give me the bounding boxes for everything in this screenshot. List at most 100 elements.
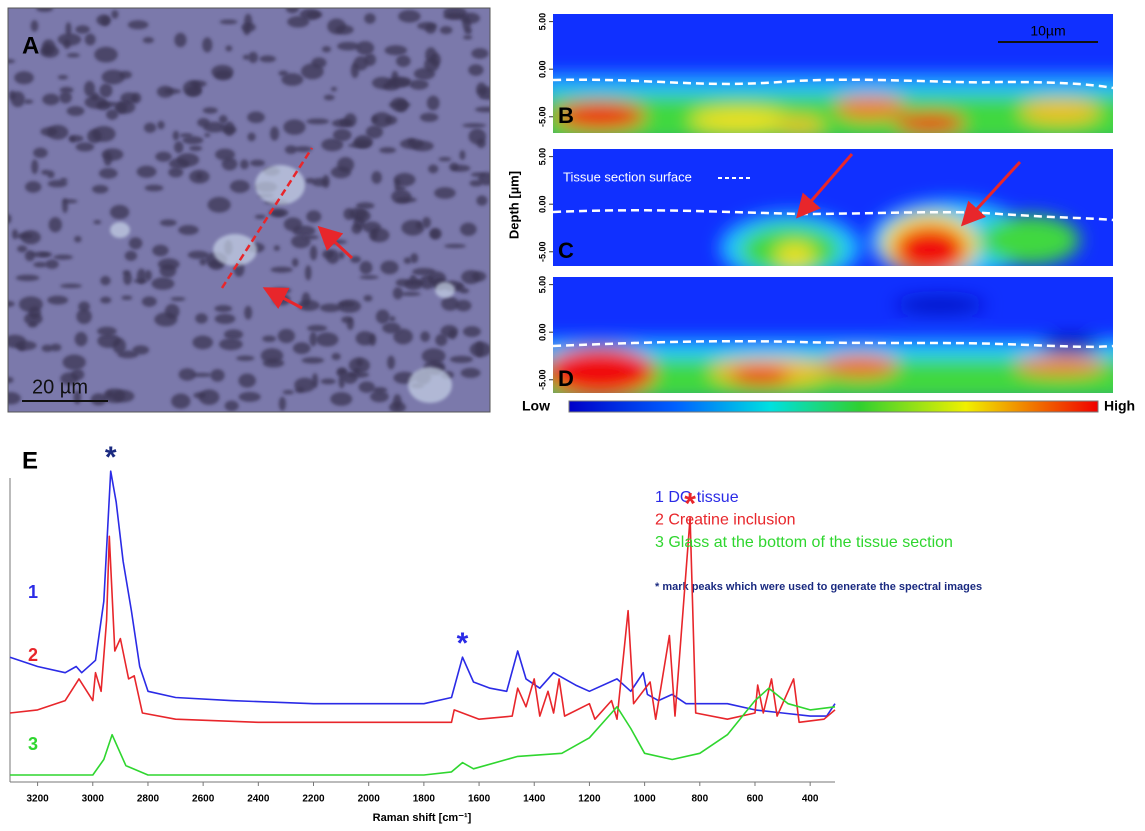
- legend-number: 3: [655, 534, 664, 551]
- texture: [435, 282, 455, 298]
- texture: [369, 334, 376, 346]
- texture: [42, 94, 59, 106]
- texture: [152, 245, 168, 257]
- texture: [302, 357, 325, 363]
- texture: [330, 392, 352, 406]
- texture: [222, 126, 237, 134]
- texture: [14, 71, 34, 84]
- texture: [63, 355, 86, 371]
- peak-marker: *: [684, 488, 696, 521]
- texture: [60, 178, 67, 182]
- texture: [307, 325, 327, 332]
- texture: [425, 24, 436, 34]
- texture: [189, 170, 209, 184]
- texture: [283, 119, 305, 135]
- texture: [42, 39, 56, 54]
- texture: [364, 13, 375, 24]
- texture: [39, 252, 50, 256]
- texture: [12, 229, 18, 239]
- texture: [142, 296, 157, 307]
- texture: [58, 75, 68, 80]
- x-tick-label: 2200: [302, 794, 325, 805]
- legend-name: Glass at the bottom of the tissue sectio…: [668, 534, 953, 551]
- panel-label: D: [558, 366, 574, 391]
- texture: [168, 167, 183, 177]
- spectrum: [10, 471, 835, 716]
- texture: [352, 224, 362, 234]
- texture: [370, 391, 389, 402]
- texture: [371, 171, 381, 184]
- colorbar: [569, 401, 1098, 412]
- texture: [344, 113, 356, 127]
- texture: [321, 378, 336, 384]
- texture: [305, 265, 312, 280]
- texture: [239, 392, 261, 402]
- texture: [401, 220, 424, 236]
- figure: A 20 µm Tissue section surface 10µm: [0, 0, 1145, 826]
- texture: [49, 217, 62, 232]
- y-tick-label: 0.00: [537, 195, 547, 213]
- texture: [363, 295, 372, 302]
- texture: [16, 233, 33, 239]
- note: * mark peaks which were used to generate…: [655, 581, 982, 593]
- texture: [177, 153, 200, 167]
- texture: [94, 47, 118, 63]
- texture: [259, 55, 275, 62]
- texture: [193, 392, 206, 398]
- texture: [47, 296, 68, 305]
- texture: [354, 56, 369, 70]
- texture: [310, 245, 317, 260]
- texture: [389, 402, 406, 413]
- x-tick-label: 1600: [468, 794, 491, 805]
- curve-label: 2: [28, 645, 38, 665]
- colorbar-low: Low: [522, 398, 550, 414]
- texture: [155, 152, 171, 162]
- texture: [255, 215, 266, 219]
- legend-entry: 1 DG tissue: [655, 489, 739, 506]
- texture: [306, 118, 329, 124]
- texture: [213, 234, 257, 266]
- texture: [349, 357, 370, 373]
- texture: [338, 302, 355, 307]
- peak-marker: *: [105, 441, 117, 474]
- texture: [434, 187, 456, 199]
- texture: [215, 314, 236, 324]
- texture: [359, 381, 375, 392]
- texture: [220, 20, 238, 25]
- peak-marker: *: [457, 627, 469, 660]
- texture: [306, 210, 321, 222]
- texture: [461, 368, 481, 378]
- y-tick-label: -5.00: [537, 242, 547, 263]
- texture: [123, 272, 132, 285]
- texture: [372, 112, 392, 127]
- texture: [404, 257, 412, 264]
- texture: [292, 258, 299, 267]
- texture: [338, 251, 344, 259]
- legend-entry: 3 Glass at the bottom of the tissue sect…: [655, 534, 953, 551]
- texture: [100, 276, 110, 285]
- texture: [312, 178, 328, 187]
- texture: [301, 63, 324, 79]
- texture: [420, 331, 430, 342]
- texture: [278, 329, 295, 343]
- texture: [294, 146, 312, 152]
- texture: [84, 81, 95, 97]
- texture: [450, 356, 473, 363]
- texture: [396, 279, 410, 287]
- texture: [441, 297, 459, 311]
- texture: [121, 296, 132, 301]
- texture: [398, 10, 420, 23]
- texture: [204, 133, 210, 137]
- texture: [183, 80, 202, 96]
- y-tick-label: 5.00: [537, 148, 547, 166]
- texture: [192, 336, 213, 350]
- x-tick-label: 400: [802, 794, 819, 805]
- texture: [305, 178, 314, 183]
- texture: [132, 345, 149, 354]
- texture: [459, 150, 465, 160]
- texture: [279, 397, 286, 411]
- legend-number: 2: [655, 512, 664, 529]
- texture: [376, 309, 390, 323]
- texture: [439, 157, 452, 161]
- texture: [270, 127, 279, 141]
